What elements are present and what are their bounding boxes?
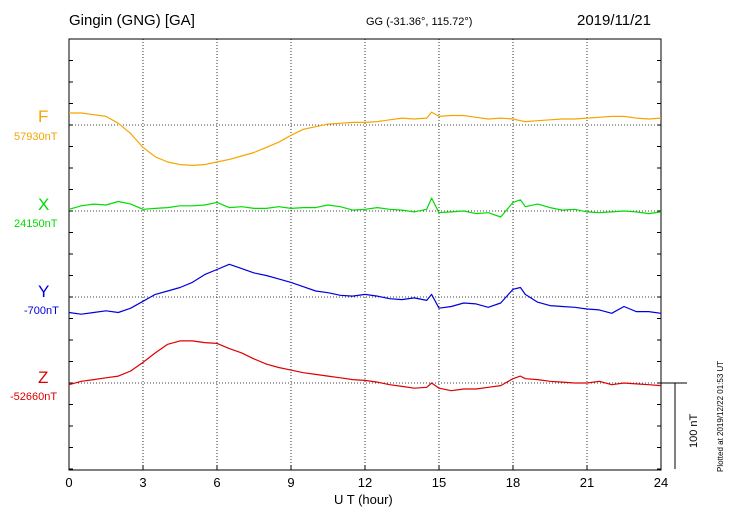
- plotted-timestamp: Plotted at 2019/12/22 01:53 UT: [716, 360, 725, 472]
- channel-label-y: Y: [38, 282, 50, 301]
- series-line-y: [68, 263, 662, 315]
- x-tick-label: 0: [65, 475, 72, 490]
- x-tick-label: 12: [358, 475, 372, 490]
- chart-date: 2019/11/21: [577, 12, 651, 29]
- series-line-x: [68, 197, 662, 218]
- baseline-label-y: -700nT: [24, 305, 59, 317]
- baseline-label-x: 24150nT: [14, 218, 58, 230]
- x-tick-label: 18: [506, 475, 520, 490]
- channel-label-x: X: [38, 195, 50, 214]
- series-line-z: [68, 340, 662, 392]
- x-tick-label: 21: [580, 475, 594, 490]
- scale-bar-label: 100 nT: [688, 413, 700, 448]
- channel-label-f: F: [38, 107, 49, 126]
- x-tick-label: 3: [139, 475, 146, 490]
- series-line-f: [69, 111, 662, 166]
- x-tick-label: 6: [213, 475, 220, 490]
- baseline-label-f: 57930nT: [14, 131, 58, 143]
- x-axis-label: U T (hour): [334, 492, 393, 507]
- station-coordinates: GG (-31.36°, 115.72°): [366, 16, 473, 28]
- baseline-label-z: -52660nT: [10, 391, 58, 403]
- x-tick-label: 24: [654, 475, 668, 490]
- station-title: Gingin (GNG) [GA]: [69, 12, 195, 29]
- x-tick-label: 9: [287, 475, 294, 490]
- x-tick-label: 15: [432, 475, 446, 490]
- channel-label-z: Z: [38, 368, 49, 387]
